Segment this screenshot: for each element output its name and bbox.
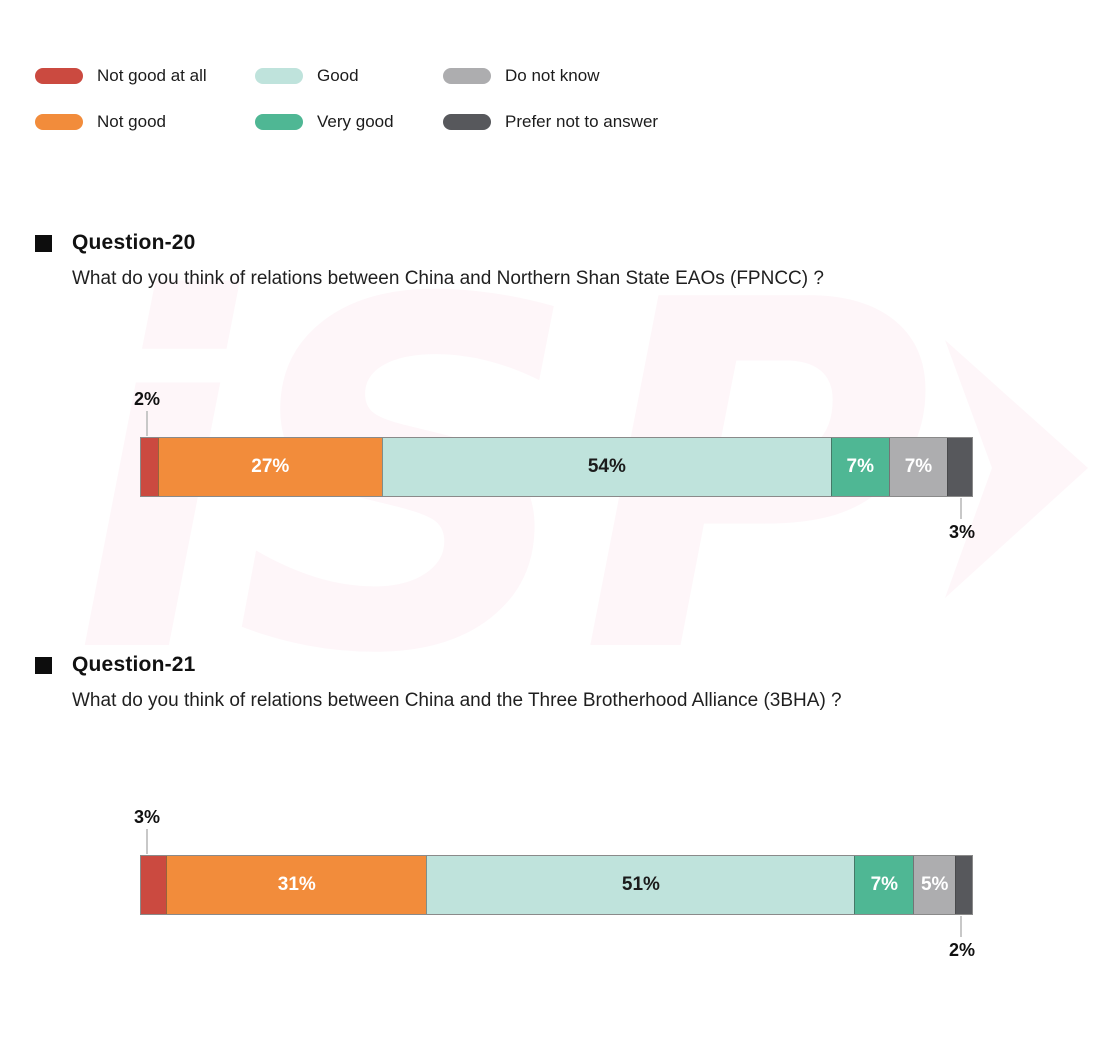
legend-item-good: Good: [255, 66, 443, 86]
bar-segment-do-not-know: 5%: [913, 856, 956, 914]
legend: Not good at all Good Do not know Not goo…: [35, 53, 658, 145]
bar-segment-not-good-at-all: [141, 438, 158, 496]
bar-segment-good: 54%: [381, 438, 831, 496]
callout-label-right: 2%: [948, 940, 975, 960]
question-20-title: Question-20: [72, 231, 196, 254]
callout-label-left: 3%: [134, 807, 161, 827]
legend-item-do-not-know: Do not know: [443, 66, 658, 86]
stacked-bar-q21: 31% 51% 7% 5%: [140, 855, 973, 915]
legend-label: Prefer not to answer: [505, 112, 659, 131]
legend-item-very-good: Very good: [255, 112, 443, 132]
legend-label: Do not know: [505, 66, 600, 85]
callout-tick-right: [960, 498, 962, 519]
bar-segment-value-label: 5%: [920, 874, 949, 895]
legend-swatch-not-good: [35, 114, 83, 130]
bar-segment-very-good: 7%: [830, 438, 889, 496]
question-20-text: What do you think of relations between C…: [72, 268, 824, 289]
bar-segment-value-label: 51%: [621, 874, 660, 895]
bar-segment-value-label: 7%: [846, 456, 875, 477]
legend-swatch-very-good: [255, 114, 303, 130]
bar-segment-value-label: 7%: [870, 874, 899, 895]
callout-tick-left: [146, 829, 148, 854]
callout-label-left: 2%: [134, 389, 161, 409]
legend-label: Not good at all: [97, 66, 207, 85]
question-21-section: Question-21 What do you think of relatio…: [0, 647, 1110, 987]
question-20-bar-chart: 2% 27% 54% 7% 7% 3%: [134, 389, 975, 542]
bar-segment-do-not-know: 7%: [888, 438, 948, 496]
question-20-header: Question-20: [35, 231, 196, 255]
legend-label: Not good: [97, 112, 166, 131]
callout-tick-left: [146, 411, 148, 436]
question-20-section: Question-20 What do you think of relatio…: [0, 225, 1110, 565]
question-21-title: Question-21: [72, 653, 196, 676]
bar-segment-not-good-at-all: [141, 856, 167, 914]
question-21-bar-chart: 3% 31% 51% 7% 5% 2%: [134, 807, 975, 960]
bar-segment-value-label: 7%: [904, 456, 933, 477]
legend-item-prefer-not-to-answer: Prefer not to answer: [443, 112, 658, 132]
bar-segment-very-good: 7%: [854, 856, 914, 914]
bar-segment-not-good: 31%: [166, 856, 427, 914]
square-bullet-icon: [35, 656, 52, 674]
bar-segment-value-label: 54%: [587, 456, 626, 477]
bar-segment-good: 51%: [426, 856, 855, 914]
bar-segment-value-label: 27%: [251, 456, 290, 477]
square-bullet-icon: [35, 234, 52, 252]
legend-item-not-good: Not good: [35, 112, 255, 132]
bar-segment-value-label: 31%: [277, 874, 316, 895]
legend-swatch-not-good-at-all: [35, 68, 83, 84]
bar-segment-not-good: 27%: [157, 438, 382, 496]
callout-label-right: 3%: [948, 522, 975, 542]
question-21-text: What do you think of relations between C…: [72, 690, 842, 711]
bar-segment-prefer-not-to-answer: [955, 856, 972, 914]
legend-item-not-good-at-all: Not good at all: [35, 66, 255, 86]
legend-swatch-good: [255, 68, 303, 84]
legend-label: Good: [317, 66, 359, 85]
stacked-bar-q20: 27% 54% 7% 7%: [140, 437, 973, 497]
question-21-header: Question-21: [35, 653, 196, 677]
bar-segment-prefer-not-to-answer: [947, 438, 972, 496]
legend-swatch-do-not-know: [443, 68, 491, 84]
legend-swatch-prefer-not-to-answer: [443, 114, 491, 130]
legend-label: Very good: [317, 112, 394, 131]
callout-tick-right: [960, 916, 962, 937]
